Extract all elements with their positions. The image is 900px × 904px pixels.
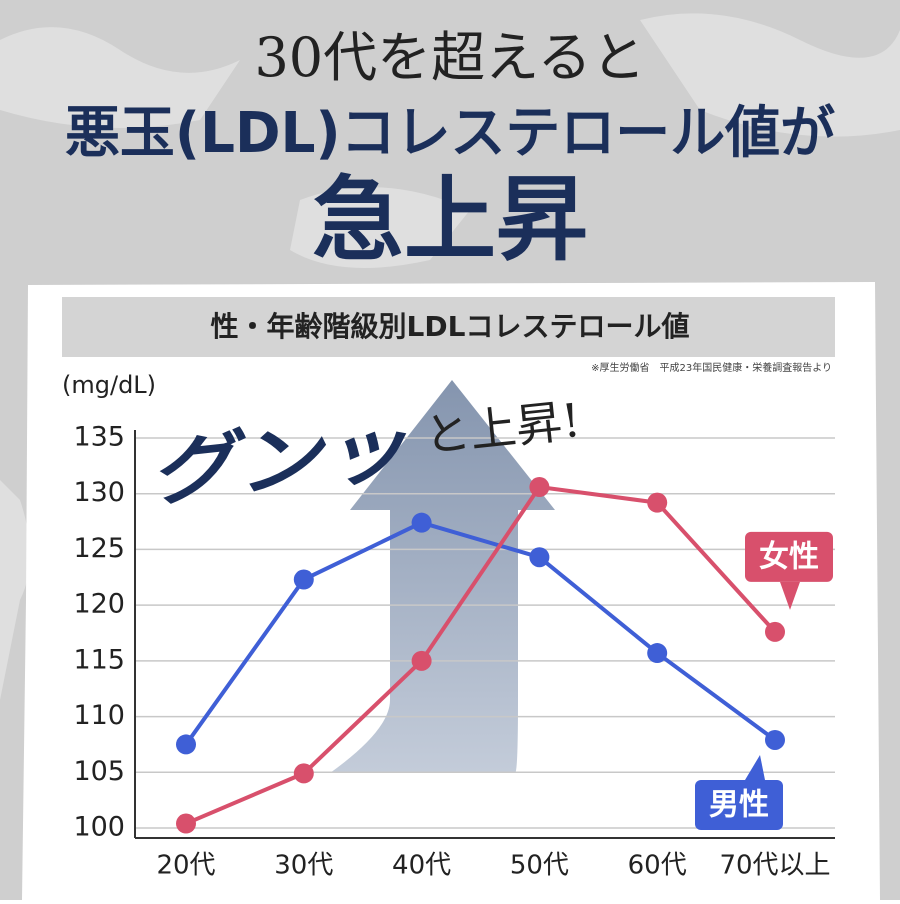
y-tick-label: 125	[73, 533, 125, 564]
x-tick-label: 20代	[156, 851, 215, 881]
y-tick-label: 135	[73, 422, 125, 453]
y-tick-label: 100	[73, 812, 125, 843]
data-point	[176, 813, 196, 834]
chart-title-band	[62, 297, 835, 357]
headline-1: 30代を超えると	[254, 26, 645, 89]
chart-title: 性・年齢階級別LDLコレステロール値	[211, 310, 690, 343]
x-tick-label: 60代	[628, 851, 687, 881]
series-line	[185, 484, 777, 826]
headline-3: 急上昇	[312, 166, 588, 274]
y-axis-label: (mg/dL)	[62, 371, 156, 399]
camo-pattern	[0, 13, 900, 700]
data-point	[647, 492, 668, 513]
y-tick-label: 105	[73, 756, 125, 787]
rise-arrow	[330, 380, 555, 773]
y-tick-label: 110	[73, 700, 125, 731]
data-point	[293, 569, 314, 590]
y-tick-label: 120	[73, 589, 125, 620]
data-point	[529, 477, 550, 498]
data-point	[647, 643, 668, 664]
x-tick-label: 50代	[510, 851, 569, 881]
x-tick-label: 30代	[274, 851, 333, 881]
legend-box	[745, 531, 833, 582]
legend-box	[695, 779, 783, 830]
legend-pointer	[745, 754, 765, 780]
data-point	[765, 621, 785, 642]
data-point	[765, 729, 785, 750]
plot: 100 105 110 115 120 125 130 135	[73, 422, 835, 843]
legend-label: 男性	[709, 787, 769, 822]
y-tick-label: 115	[73, 644, 125, 675]
headline-2: 悪玉(LDL)コレステロール値が	[65, 101, 835, 166]
data-point	[176, 734, 196, 755]
series-line	[184, 520, 777, 746]
data-point	[411, 650, 432, 671]
legend-label: 女性	[759, 539, 819, 574]
data-point	[293, 763, 314, 784]
x-tick-label: 70代以上	[719, 851, 830, 881]
y-tick-label: 130	[73, 477, 125, 508]
data-point	[411, 512, 432, 533]
data-point	[529, 547, 550, 568]
source-note: ※厚生労働省 平成23年国民健康・栄養調査報告より	[591, 361, 832, 374]
x-tick-label: 40代	[392, 851, 451, 881]
legend-pointer	[780, 581, 800, 610]
